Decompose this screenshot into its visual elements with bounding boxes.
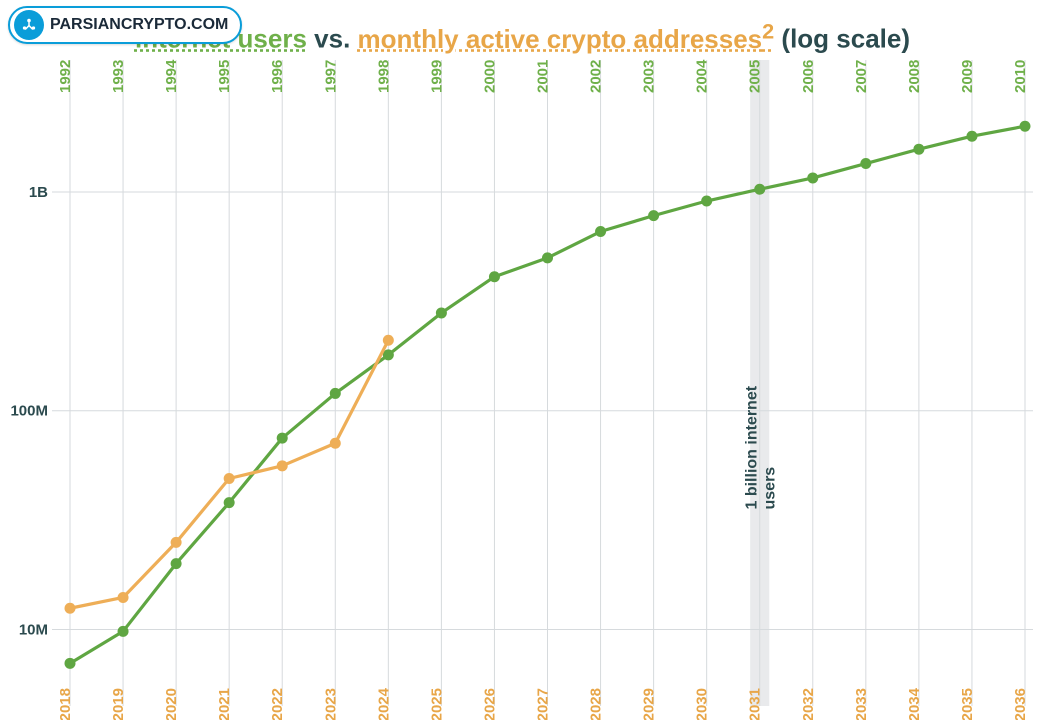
watermark-logo-icon xyxy=(14,10,44,40)
series-marker-internet-users xyxy=(277,433,288,444)
x-bottom-label: 2018 xyxy=(57,688,74,720)
series-marker-internet-users xyxy=(860,158,871,169)
series-marker-internet-users xyxy=(648,210,659,221)
x-bottom-label: 2032 xyxy=(800,688,817,720)
series-marker-internet-users xyxy=(595,226,606,237)
y-tick-label: 100M xyxy=(10,403,48,420)
x-bottom-label: 2030 xyxy=(694,688,711,720)
watermark-badge: PARSIANCRYPTO.COM xyxy=(8,6,242,44)
series-marker-crypto-addresses xyxy=(65,603,76,614)
x-top-label: 2008 xyxy=(906,60,923,93)
series-marker-internet-users xyxy=(701,196,712,207)
x-top-label: 2001 xyxy=(535,60,552,93)
x-top-label: 1997 xyxy=(322,60,339,93)
x-bottom-label: 2035 xyxy=(959,688,976,720)
series-marker-internet-users xyxy=(754,184,765,195)
annotation-line2: users xyxy=(762,467,779,510)
x-top-label: 1999 xyxy=(428,60,445,93)
x-top-label: 1992 xyxy=(57,60,74,93)
x-bottom-label: 2034 xyxy=(906,687,923,720)
x-top-label: 1998 xyxy=(375,60,392,93)
series-marker-internet-users xyxy=(436,307,447,318)
x-bottom-label: 2025 xyxy=(428,688,445,720)
series-marker-internet-users xyxy=(65,658,76,669)
x-top-label: 1995 xyxy=(216,60,233,93)
x-bottom-label: 2027 xyxy=(535,688,552,720)
y-tick-label: 10M xyxy=(19,621,48,638)
x-bottom-label: 2019 xyxy=(110,688,127,720)
x-bottom-label: 2029 xyxy=(641,688,658,720)
x-top-label: 2000 xyxy=(481,60,498,93)
series-marker-crypto-addresses xyxy=(171,537,182,548)
x-bottom-label: 2020 xyxy=(163,688,180,720)
series-marker-internet-users xyxy=(118,626,129,637)
x-top-label: 2009 xyxy=(959,60,976,93)
y-tick-label: 1B xyxy=(29,184,48,201)
x-top-label: 1993 xyxy=(110,60,127,93)
x-top-label: 2007 xyxy=(853,60,870,93)
x-bottom-label: 2036 xyxy=(1012,688,1029,720)
series-marker-internet-users xyxy=(542,252,553,263)
x-top-label: 1994 xyxy=(163,59,180,93)
series-marker-internet-users xyxy=(489,271,500,282)
x-top-label: 2006 xyxy=(800,60,817,93)
x-top-label: 2002 xyxy=(588,60,605,93)
x-top-label: 2004 xyxy=(694,59,711,93)
x-bottom-label: 2028 xyxy=(588,688,605,720)
x-top-label: 2010 xyxy=(1012,60,1029,93)
x-top-label: 2003 xyxy=(641,60,658,93)
series-marker-crypto-addresses xyxy=(330,438,341,449)
series-marker-crypto-addresses xyxy=(383,335,394,346)
series-marker-internet-users xyxy=(1020,121,1031,132)
annotation-line1: 1 billion internet xyxy=(744,385,761,509)
series-marker-crypto-addresses xyxy=(277,460,288,471)
x-bottom-label: 2033 xyxy=(853,688,870,720)
series-marker-internet-users xyxy=(171,558,182,569)
x-top-label: 1996 xyxy=(269,60,286,93)
x-bottom-label: 2022 xyxy=(269,688,286,720)
x-bottom-label: 2024 xyxy=(375,687,392,720)
x-bottom-label: 2021 xyxy=(216,688,233,720)
series-marker-internet-users xyxy=(807,172,818,183)
x-top-label: 2005 xyxy=(747,60,764,93)
x-bottom-label: 2023 xyxy=(322,688,339,720)
series-marker-internet-users xyxy=(913,144,924,155)
series-marker-crypto-addresses xyxy=(118,592,129,603)
watermark-text: PARSIANCRYPTO.COM xyxy=(50,16,228,34)
series-marker-internet-users xyxy=(330,388,341,399)
series-marker-internet-users xyxy=(966,131,977,142)
series-marker-internet-users xyxy=(224,497,235,508)
x-bottom-label: 2031 xyxy=(747,688,764,720)
x-bottom-label: 2026 xyxy=(481,688,498,720)
chart-canvas: 10M 100M 1B 1992 1993 1994 1995 1996 1997 1998 199… xyxy=(0,0,1045,720)
series-marker-crypto-addresses xyxy=(224,473,235,484)
